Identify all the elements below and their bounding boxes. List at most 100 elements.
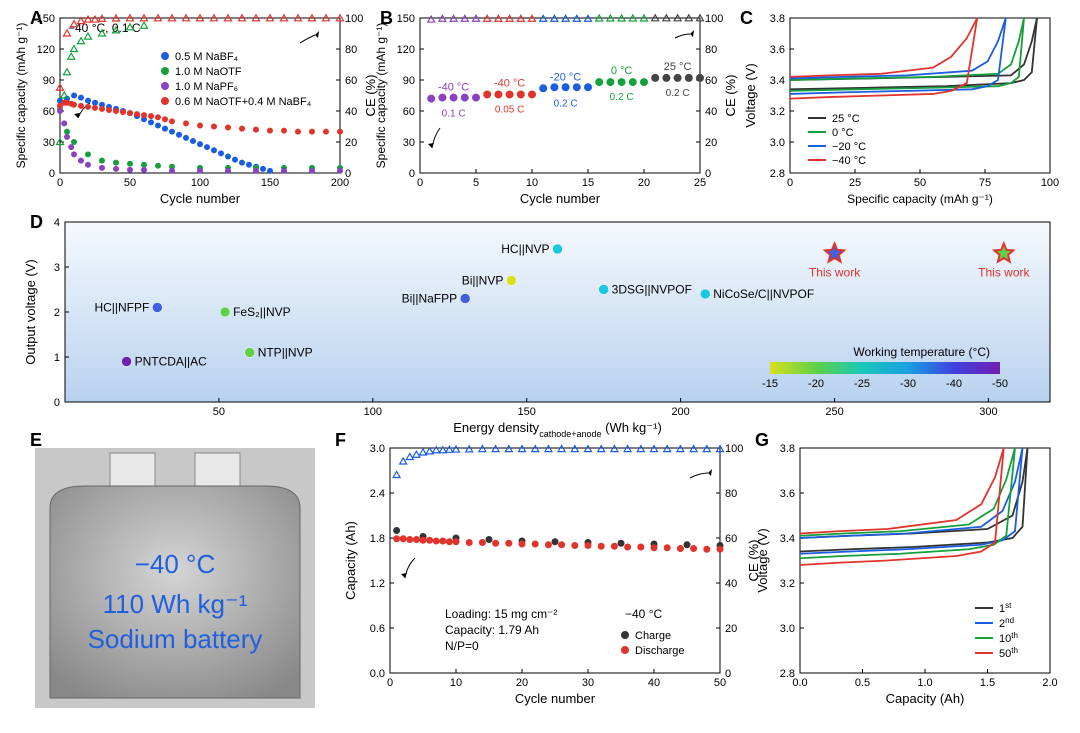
svg-text:0.5 M NaBF₄: 0.5 M NaBF₄	[175, 51, 239, 63]
svg-text:1.2: 1.2	[370, 578, 385, 590]
svg-text:0.05 C: 0.05 C	[495, 104, 524, 115]
svg-text:30: 30	[43, 137, 55, 149]
svg-text:Specific capacity (mAh g⁻¹): Specific capacity (mAh g⁻¹)	[374, 23, 388, 169]
svg-text:-40: -40	[946, 378, 962, 390]
svg-text:-50: -50	[992, 378, 1008, 390]
svg-text:3.2: 3.2	[780, 578, 795, 590]
svg-text:Loading: 15 mg cm⁻²: Loading: 15 mg cm⁻²	[445, 607, 557, 621]
panel-label-c: C	[740, 8, 753, 29]
svg-text:2: 2	[54, 307, 60, 319]
svg-text:100: 100	[345, 13, 363, 25]
svg-text:120: 120	[397, 44, 415, 56]
svg-text:NiCoSe/C||NVPOF: NiCoSe/C||NVPOF	[713, 287, 814, 301]
svg-text:3.6: 3.6	[770, 44, 785, 56]
svg-text:0: 0	[345, 168, 351, 180]
svg-text:3.8: 3.8	[780, 443, 795, 455]
svg-text:Energy densitycathode+anode (W: Energy densitycathode+anode (Wh kg⁻¹)	[453, 420, 662, 439]
svg-text:Cycle number: Cycle number	[160, 191, 241, 206]
svg-text:Working temperature (°C): Working temperature (°C)	[853, 345, 990, 359]
svg-text:40: 40	[725, 578, 737, 590]
svg-text:15: 15	[582, 177, 594, 189]
svg-text:1: 1	[54, 352, 60, 364]
svg-text:300: 300	[979, 406, 997, 418]
svg-text:This work: This work	[978, 266, 1030, 280]
svg-text:1.0 M NaPF₆: 1.0 M NaPF₆	[175, 81, 238, 93]
svg-text:−20 °C: −20 °C	[832, 141, 866, 153]
svg-text:25: 25	[849, 177, 861, 189]
svg-text:-20 °C: -20 °C	[550, 71, 581, 83]
svg-text:150: 150	[518, 406, 536, 418]
svg-text:30: 30	[403, 137, 415, 149]
svg-text:3: 3	[54, 262, 60, 274]
svg-text:90: 90	[43, 75, 55, 87]
svg-text:0: 0	[54, 397, 60, 409]
svg-text:0.5: 0.5	[855, 677, 870, 689]
svg-text:10: 10	[526, 177, 538, 189]
svg-text:50: 50	[213, 406, 225, 418]
svg-text:100: 100	[705, 13, 723, 25]
svg-text:FeS₂||NVP: FeS₂||NVP	[233, 305, 291, 319]
svg-text:2.4: 2.4	[370, 488, 385, 500]
svg-text:80: 80	[725, 488, 737, 500]
svg-text:90: 90	[403, 75, 415, 87]
svg-text:5: 5	[473, 177, 479, 189]
svg-text:80: 80	[705, 44, 717, 56]
panel-label-b: B	[380, 8, 393, 29]
svg-text:Discharge: Discharge	[635, 645, 685, 657]
svg-text:PNTCDA||AC: PNTCDA||AC	[135, 355, 208, 369]
svg-text:0 °C: 0 °C	[832, 127, 854, 139]
svg-text:75: 75	[979, 177, 991, 189]
svg-text:200: 200	[671, 406, 689, 418]
panel-label-a: A	[30, 8, 43, 29]
svg-text:20: 20	[638, 177, 650, 189]
svg-text:0.0: 0.0	[370, 668, 385, 680]
svg-text:0: 0	[49, 168, 55, 180]
svg-text:20: 20	[345, 137, 357, 149]
svg-text:0.6: 0.6	[370, 623, 385, 635]
svg-text:−40 °C: −40 °C	[135, 549, 216, 579]
svg-text:0.1 C: 0.1 C	[442, 109, 466, 120]
svg-text:This work: This work	[809, 266, 861, 280]
svg-text:-15: -15	[762, 378, 778, 390]
panel-label-d: D	[30, 212, 43, 233]
svg-text:30: 30	[582, 677, 594, 689]
svg-text:120: 120	[37, 44, 55, 56]
svg-text:0 °C: 0 °C	[611, 65, 633, 77]
svg-text:0: 0	[725, 668, 731, 680]
svg-text:250: 250	[825, 406, 843, 418]
svg-text:40: 40	[648, 677, 660, 689]
svg-text:Capacity: 1.79 Ah: Capacity: 1.79 Ah	[445, 623, 539, 637]
svg-text:60: 60	[345, 75, 357, 87]
svg-text:-40 °C: -40 °C	[494, 77, 525, 89]
svg-text:100: 100	[725, 443, 743, 455]
svg-text:3.2: 3.2	[770, 106, 785, 118]
svg-text:Charge: Charge	[635, 630, 671, 642]
svg-text:Specific capacity (mAh g⁻¹): Specific capacity (mAh g⁻¹)	[14, 23, 28, 169]
svg-text:0: 0	[57, 177, 63, 189]
svg-text:10: 10	[450, 677, 462, 689]
svg-text:100: 100	[191, 177, 209, 189]
svg-text:50: 50	[914, 177, 926, 189]
svg-text:Capacity (Ah): Capacity (Ah)	[343, 521, 358, 600]
svg-text:60: 60	[705, 75, 717, 87]
svg-text:-20: -20	[808, 378, 824, 390]
svg-text:HC||NVP: HC||NVP	[501, 242, 549, 256]
svg-text:60: 60	[403, 106, 415, 118]
svg-text:150: 150	[261, 177, 279, 189]
svg-text:0: 0	[787, 177, 793, 189]
svg-text:Cycle number: Cycle number	[520, 191, 601, 206]
svg-text:60: 60	[725, 533, 737, 545]
svg-text:Output voltage (V): Output voltage (V)	[23, 259, 38, 365]
svg-text:1.8: 1.8	[370, 533, 385, 545]
svg-text:4: 4	[54, 217, 60, 229]
svg-text:20: 20	[516, 677, 528, 689]
svg-text:1.0 M NaOTF: 1.0 M NaOTF	[175, 66, 242, 78]
svg-text:-25: -25	[854, 378, 870, 390]
svg-text:0: 0	[705, 168, 711, 180]
svg-text:−40 °C: −40 °C	[625, 607, 662, 621]
svg-text:N/P=0: N/P=0	[445, 639, 479, 653]
svg-text:2.8: 2.8	[770, 168, 785, 180]
svg-text:100: 100	[364, 406, 382, 418]
svg-text:Cycle number: Cycle number	[515, 691, 596, 706]
svg-text:0.2 C: 0.2 C	[610, 92, 634, 103]
